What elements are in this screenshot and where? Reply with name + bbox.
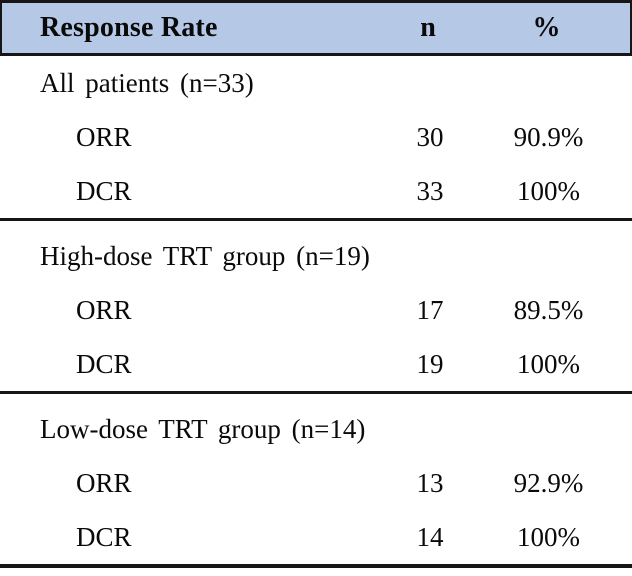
metric-label: DCR — [76, 348, 132, 379]
metric-pct-value: 89.5% — [513, 294, 584, 325]
metric-pct-value: 100% — [517, 175, 580, 206]
header-col-n: n — [420, 12, 436, 43]
metric-label: ORR — [76, 121, 132, 152]
metric-row-dcr: DCR 19 100% — [0, 337, 632, 391]
section-high-dose-trt: High-dose TRT group (n=19) ORR 17 89.5% … — [0, 221, 632, 394]
metric-n-value: 33 — [416, 175, 444, 206]
group-row: High-dose TRT group (n=19) — [0, 229, 632, 283]
metric-row-orr: ORR 13 92.9% — [0, 456, 632, 510]
metric-pct-value: 100% — [517, 521, 580, 552]
section-low-dose-trt: Low-dose TRT group (n=14) ORR 13 92.9% D… — [0, 394, 632, 568]
group-row: Low-dose TRT group (n=14) — [0, 402, 632, 456]
header-col-response-rate: Response Rate — [40, 12, 218, 43]
section-all-patients: All patients (n=33) ORR 30 90.9% DCR 33 … — [0, 56, 632, 221]
metric-n-value: 13 — [416, 467, 444, 498]
metric-pct-value: 90.9% — [513, 121, 584, 152]
metric-label: ORR — [76, 294, 132, 325]
table-header-row: Response Rate n % — [0, 3, 632, 56]
metric-label: ORR — [76, 467, 132, 498]
metric-n-value: 30 — [416, 121, 444, 152]
metric-n-value: 19 — [416, 348, 444, 379]
group-label: Low-dose TRT group (n=14) — [40, 413, 366, 444]
metric-n-value: 14 — [416, 521, 444, 552]
header-col-percent: % — [532, 12, 561, 43]
metric-row-orr: ORR 17 89.5% — [0, 283, 632, 337]
group-label: All patients (n=33) — [40, 67, 254, 98]
metric-pct-value: 92.9% — [513, 467, 584, 498]
metric-pct-value: 100% — [517, 348, 580, 379]
metric-row-dcr: DCR 33 100% — [0, 164, 632, 218]
metric-row-dcr: DCR 14 100% — [0, 510, 632, 564]
group-row: All patients (n=33) — [0, 56, 632, 110]
metric-n-value: 17 — [416, 294, 444, 325]
group-label: High-dose TRT group (n=19) — [40, 240, 370, 271]
metric-label: DCR — [76, 175, 132, 206]
metric-row-orr: ORR 30 90.9% — [0, 110, 632, 164]
metric-label: DCR — [76, 521, 132, 552]
